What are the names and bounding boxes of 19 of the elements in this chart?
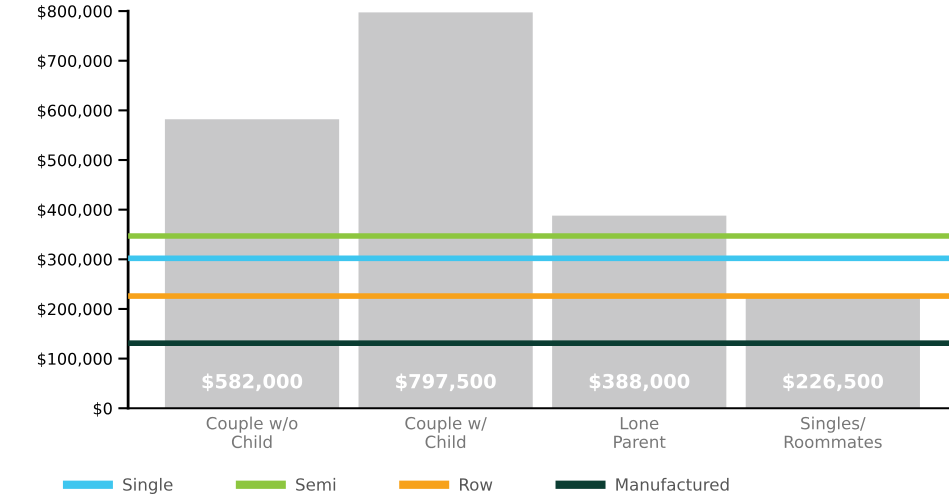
x-tick-label: Couple w/o Child [206,416,298,448]
legend-label: Semi [296,478,336,491]
y-tick-label: $400,000 [38,204,112,218]
legend-label: Single [123,478,172,494]
x-tick-label: Singles/ Roommates [784,416,882,448]
y-tick-label: $100,000 [38,352,112,368]
y-tick-label: $0 [94,402,112,417]
y-tick-label: $200,000 [38,302,112,318]
x-tick-label: Couple w/ Child [405,416,487,448]
y-tick-label: $300,000 [38,253,112,268]
legend-label: Row [460,478,492,491]
bar [164,119,340,408]
bar [358,12,533,408]
y-tick-label: $800,000 [38,5,112,20]
x-tick-label: Lone Parent [614,417,666,448]
y-tick-label: $700,000 [38,54,112,70]
y-tick-label: $500,000 [38,154,112,168]
y-tick-label: $600,000 [38,104,112,119]
legend-label: Manufactured [616,478,729,491]
